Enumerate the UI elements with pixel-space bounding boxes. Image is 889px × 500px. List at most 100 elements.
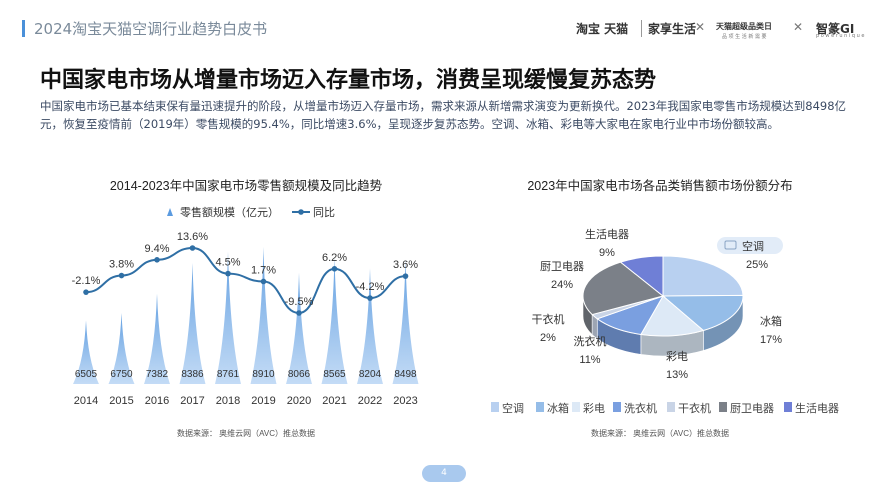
pie-legend-label: 干衣机 xyxy=(678,401,711,415)
yoy-point-2016 xyxy=(154,257,160,263)
pie-category-label: 厨卫电器 xyxy=(540,260,584,273)
yoy-point-2014 xyxy=(83,289,89,295)
yoy-point-2023 xyxy=(402,273,409,279)
x-tick-label: 2015 xyxy=(109,395,133,407)
x-tick-label: 2017 xyxy=(180,395,204,407)
bar-value-label: 8910 xyxy=(252,369,275,380)
pie-category-label: 洗衣机 xyxy=(574,334,607,348)
page-number: 4 xyxy=(422,465,466,482)
bar-2020 xyxy=(286,272,312,384)
pie-category-label: 生活电器 xyxy=(585,227,629,241)
x-tick-label: 2021 xyxy=(322,395,346,407)
yoy-point-2018 xyxy=(225,270,231,277)
x-tick-label: 2014 xyxy=(74,395,98,407)
pie-legend-label: 冰箱 xyxy=(547,401,569,415)
bar-value-label: 8204 xyxy=(359,369,382,380)
bar-2023 xyxy=(392,259,419,384)
yoy-point-2015 xyxy=(118,272,125,279)
brand-tmall-category-day: 天猫超级品类日 xyxy=(716,22,772,31)
yoy-value-label: 9.4% xyxy=(144,243,169,255)
bar-2019 xyxy=(250,246,277,384)
pie-chart: 空调 25% 冰箱 17% 彩电 13% 洗衣机 11% 干衣机 2% 厨卫电器 24% 生活电器 9% xyxy=(532,227,783,381)
pie-percent-label: 17% xyxy=(760,334,782,346)
yoy-line-series: -2.1% 3.8% 9.4% 13.6% 4.5% 1.7% -9.5% 6.2% -4.2%… xyxy=(72,231,418,316)
bar-2022 xyxy=(357,268,383,384)
pie-legend-label: 洗衣机 xyxy=(624,401,657,415)
bar-2021 xyxy=(321,257,348,384)
bar-value-label: 8386 xyxy=(181,369,204,380)
brand-tagline-2: p o w e r u n i q u e xyxy=(816,33,865,39)
pie-percent-label: 24% xyxy=(551,279,573,291)
x-separator-icon: ✕ xyxy=(695,20,706,34)
yoy-point-2022 xyxy=(367,295,373,301)
x-tick-label: 2018 xyxy=(216,395,240,407)
pie-percent-label: 25% xyxy=(746,259,768,271)
pie-percent-label: 11% xyxy=(579,354,600,366)
pie-legend-swatch-空调 xyxy=(491,402,499,412)
yoy-value-label: 4.5% xyxy=(215,257,240,269)
yoy-value-label: 13.6% xyxy=(177,231,208,243)
legend-line-label: 同比 xyxy=(313,206,335,219)
accent-bar xyxy=(22,20,25,37)
bar-2017 xyxy=(179,262,206,384)
pie-percent-label: 9% xyxy=(599,247,615,259)
pie-percent-label: 2% xyxy=(540,332,556,344)
page-headline: 中国家电市场从增量市场迈入存量市场，消费呈现缓慢复苏态势 xyxy=(40,68,657,93)
left-chart-source: 数据来源： 奥维云网（AVC）推总数据 xyxy=(177,428,315,438)
yoy-value-label: 1.7% xyxy=(251,264,276,276)
pie-legend-swatch-彩电 xyxy=(572,402,580,412)
left-chart-title: 2014-2023年中国家电市场零售额规模及同比趋势 xyxy=(110,178,383,193)
pie-legend-swatch-生活电器 xyxy=(784,402,792,412)
air-conditioner-icon xyxy=(724,240,737,250)
bar-value-label: 8498 xyxy=(394,369,417,380)
bar-2015 xyxy=(108,313,135,384)
bar-series: 6505 2014 6750 2015 7382 2016 8386 2017 8761 2018… xyxy=(73,246,419,407)
legend-bar-label: 零售额规模（亿元） xyxy=(180,205,279,219)
pie-percent-label: 13% xyxy=(666,369,688,381)
pie-slice-厨卫电器 xyxy=(582,261,665,316)
pie-slice-空调 xyxy=(662,255,744,297)
right-chart-source: 数据来源： 奥维云网（AVC）推总数据 xyxy=(591,428,729,438)
pie-category-label: 干衣机 xyxy=(532,312,565,326)
yoy-value-label: 3.6% xyxy=(393,259,418,271)
pie-legend-swatch-冰箱 xyxy=(536,402,544,412)
yoy-value-label: -9.5% xyxy=(285,296,314,308)
x-separator-icon: ✕ xyxy=(793,20,804,34)
yoy-point-2020 xyxy=(296,310,302,316)
top-bar: 2024淘宝天猫空调行业趋势白皮书 淘宝 天猫 家享生活 ✕ 天猫超级品类日 品… xyxy=(0,0,889,50)
bar-value-label: 8066 xyxy=(288,369,311,380)
pie-slice-彩电 xyxy=(640,295,705,337)
yoy-point-2019 xyxy=(260,278,267,285)
x-tick-label: 2020 xyxy=(287,395,311,407)
left-legend: 零售额规模（亿元） 同比 xyxy=(167,205,335,219)
report-title: 2024淘宝天猫空调行业趋势白皮书 xyxy=(34,20,268,38)
yoy-value-label: 3.8% xyxy=(109,259,134,271)
yoy-point-2021 xyxy=(331,266,338,272)
brand-jiaxiang: 家享生活 xyxy=(641,20,696,37)
bar-2018 xyxy=(215,251,241,384)
right-chart-title: 2023年中国家电市场各品类销售额市场份额分布 xyxy=(527,178,792,193)
brand-taobao-tmall: 淘宝 天猫 xyxy=(576,22,629,36)
x-tick-label: 2019 xyxy=(251,395,275,407)
bar-value-label: 6750 xyxy=(110,369,133,380)
bar-value-label: 8565 xyxy=(323,369,346,380)
brand-zhizhuan: 智篆GI xyxy=(816,22,855,36)
pie-legend: 空调 冰箱 彩电 洗衣机 干衣机 厨卫电器 生活电器 xyxy=(491,401,839,415)
yoy-value-label: -2.1% xyxy=(72,275,101,287)
legend-line-marker xyxy=(298,209,304,215)
pie-category-label: 空调 xyxy=(742,239,764,253)
yoy-point-2017 xyxy=(189,245,196,251)
yoy-value-label: -4.2% xyxy=(356,281,385,293)
pie-legend-label: 彩电 xyxy=(583,402,605,415)
x-tick-label: 2016 xyxy=(145,395,169,407)
pie-legend-swatch-厨卫电器 xyxy=(719,402,727,412)
pie-legend-swatch-干衣机 xyxy=(667,402,675,412)
intro-paragraph: 中国家电市场已基本结束保有量迅速提升的阶段，从增量市场迈入存量市场，需求来源从新… xyxy=(40,99,847,131)
bar-value-label: 6505 xyxy=(75,369,98,380)
x-tick-label: 2023 xyxy=(393,395,417,407)
brand-tagline-1: 品 项 生 活 新 需 要 xyxy=(722,34,767,40)
pie-category-label: 彩电 xyxy=(666,350,688,363)
bar-value-label: 7382 xyxy=(146,369,169,380)
pie-slice-冰箱 xyxy=(661,294,744,332)
